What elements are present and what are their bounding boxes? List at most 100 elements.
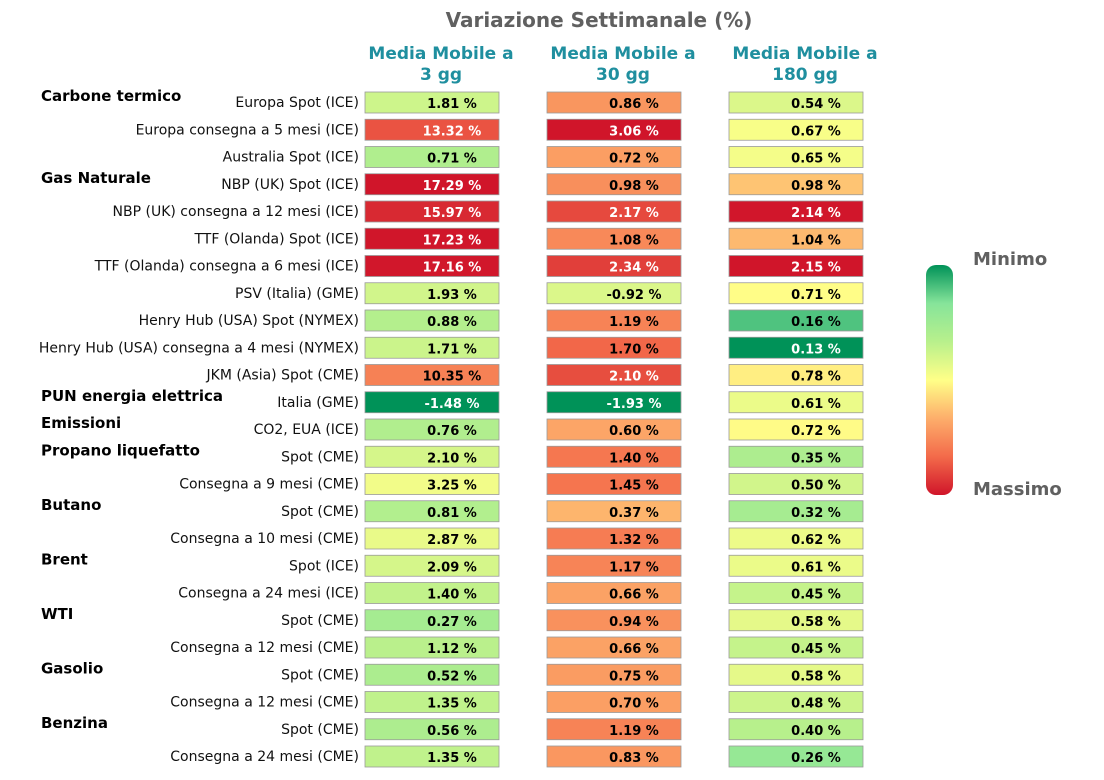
- row-label: Europa consegna a 5 mesi (ICE): [136, 122, 359, 138]
- table-row: Henry Hub (USA) consegna a 4 mesi (NYMEX…: [39, 336, 864, 359]
- cell-value-label: 0.61 %: [791, 397, 841, 412]
- cell-value-label: 2.14 %: [791, 206, 841, 221]
- heatmap-cell: [364, 636, 500, 659]
- table-row: PSV (Italia) (GME) 1.93 % -0.92 % 0.71 %: [235, 282, 864, 305]
- cell-value-label: 3.06 %: [609, 124, 659, 139]
- heatmap-cell: [546, 336, 682, 359]
- heatmap-cell: [546, 227, 682, 250]
- row-label: Italia (GME): [277, 395, 359, 411]
- cell-value-label: 10.35 %: [423, 370, 482, 385]
- cell-value-label: 0.71 %: [427, 152, 477, 167]
- heatmap-cell: [728, 255, 864, 277]
- heatmap-cell: [546, 445, 682, 468]
- heatmap-cell: [364, 609, 500, 632]
- table-row: Henry Hub (USA) Spot (NYMEX) 0.88 % 1.19 %…: [139, 309, 864, 332]
- group-label: Carbone termico: [41, 87, 181, 105]
- heatmap-cell: [364, 336, 500, 359]
- heatmap-cell: [364, 146, 500, 168]
- table-row: NBP (UK) consegna a 12 mesi (ICE) 15.97 %…: [113, 200, 864, 223]
- cell-value-label: 17.29 %: [423, 179, 482, 194]
- heatmap-cell: [546, 609, 682, 632]
- colorbar: [926, 265, 953, 495]
- table-row: Propano liquefatto Spot (CME) 2.10 % 1.40 %…: [41, 441, 864, 468]
- row-label: Consegna a 9 mesi (CME): [179, 477, 359, 493]
- cell-value-label: 13.32 %: [423, 124, 482, 139]
- row-label: TTF (Olanda) consegna a 6 mesi (ICE): [94, 259, 359, 275]
- heatmap-cell: [728, 364, 864, 386]
- cell-value-label: 0.37 %: [609, 506, 659, 521]
- heatmap-cell: [546, 146, 682, 168]
- table-row: Consegna a 10 mesi (CME) 2.87 % 1.32 % 0.62…: [170, 527, 864, 550]
- group-label: Gasolio: [41, 659, 103, 677]
- column-header-line1: Media Mobile a: [368, 44, 513, 64]
- cell-value-label: 15.97 %: [423, 206, 482, 221]
- heatmap-cell: [364, 663, 500, 686]
- row-label: Spot (CME): [281, 613, 359, 629]
- cell-value-label: 2.10 %: [427, 451, 477, 466]
- table-row: Consegna a 24 mesi (CME) 1.35 % 0.83 % 0.26…: [170, 745, 864, 768]
- cell-value-label: 1.12 %: [427, 642, 477, 657]
- cell-value-label: 2.09 %: [427, 560, 477, 575]
- cell-value-label: -0.92 %: [606, 288, 661, 303]
- heatmap-cell: [728, 173, 864, 196]
- row-label: Consegna a 24 mesi (ICE): [178, 586, 359, 602]
- heatmap-cell: [364, 173, 500, 196]
- cell-value-label: 1.35 %: [427, 697, 477, 712]
- cell-value-label: 1.81 %: [427, 97, 477, 112]
- cell-value-label: 0.86 %: [609, 97, 659, 112]
- row-label: TTF (Olanda) Spot (ICE): [193, 231, 359, 247]
- heatmap-cell: [728, 200, 864, 223]
- cell-value-label: 1.08 %: [609, 233, 659, 248]
- table-row: TTF (Olanda) consegna a 6 mesi (ICE) 17.1…: [94, 255, 864, 277]
- cell-value-label: 0.75 %: [609, 669, 659, 684]
- table-row: Australia Spot (ICE) 0.71 % 0.72 % 0.65 %: [223, 146, 864, 168]
- heatmap-cell: [728, 718, 864, 741]
- cell-value-label: 0.94 %: [609, 615, 659, 630]
- heatmap-cell: [546, 173, 682, 196]
- cell-value-label: 0.45 %: [791, 588, 841, 603]
- heatmap-cell: [728, 309, 864, 332]
- row-label: Spot (CME): [281, 722, 359, 738]
- heatmap-cell: [546, 118, 682, 141]
- cell-value-label: 0.72 %: [609, 152, 659, 167]
- cell-value-label: 0.72 %: [791, 424, 841, 439]
- cell-value-label: 0.40 %: [791, 724, 841, 739]
- row-label: Henry Hub (USA) consegna a 4 mesi (NYMEX…: [39, 340, 359, 356]
- colorbar-legend: Minimo Massimo: [926, 249, 1062, 500]
- group-label: Brent: [41, 550, 88, 568]
- group-label: Propano liquefatto: [41, 441, 200, 459]
- heatmap-cell: [364, 500, 500, 523]
- heatmap-cell: [364, 745, 500, 768]
- row-label: NBP (UK) consegna a 12 mesi (ICE): [113, 204, 359, 220]
- heatmap-cell: [546, 500, 682, 523]
- table-row: Benzina Spot (CME) 0.56 % 1.19 % 0.40 %: [41, 714, 864, 741]
- cell-value-label: 3.25 %: [427, 479, 477, 494]
- heatmap-cell: [728, 336, 864, 359]
- group-label: Benzina: [41, 714, 108, 732]
- table-row: Brent Spot (ICE) 2.09 % 1.17 % 0.61 %: [41, 550, 864, 577]
- row-label: PSV (Italia) (GME): [235, 286, 359, 302]
- cell-value-label: 2.10 %: [609, 370, 659, 385]
- group-label: Gas Naturale: [41, 169, 151, 187]
- heatmap-cell: [364, 445, 500, 468]
- heatmap-cell: [728, 582, 864, 604]
- cell-value-label: 2.15 %: [791, 261, 841, 276]
- heatmap-cell: [546, 745, 682, 768]
- column-header-line1: Media Mobile a: [732, 44, 877, 64]
- heatmap-cell: [728, 118, 864, 141]
- heatmap-cell: [546, 527, 682, 550]
- heatmap-cell: [364, 473, 500, 495]
- row-label: Spot (ICE): [289, 558, 359, 574]
- cell-value-label: 0.70 %: [609, 697, 659, 712]
- cell-value-label: 0.98 %: [609, 179, 659, 194]
- row-label: Henry Hub (USA) Spot (NYMEX): [139, 313, 359, 329]
- heatmap-cell: [546, 636, 682, 659]
- heatmap-cell: [364, 309, 500, 332]
- cell-value-label: 0.58 %: [791, 669, 841, 684]
- heatmap-cell: [364, 391, 500, 414]
- row-label: Spot (CME): [281, 504, 359, 520]
- cell-value-label: 0.98 %: [791, 179, 841, 194]
- cell-value-label: 0.26 %: [791, 751, 841, 766]
- cell-value-label: 1.40 %: [609, 451, 659, 466]
